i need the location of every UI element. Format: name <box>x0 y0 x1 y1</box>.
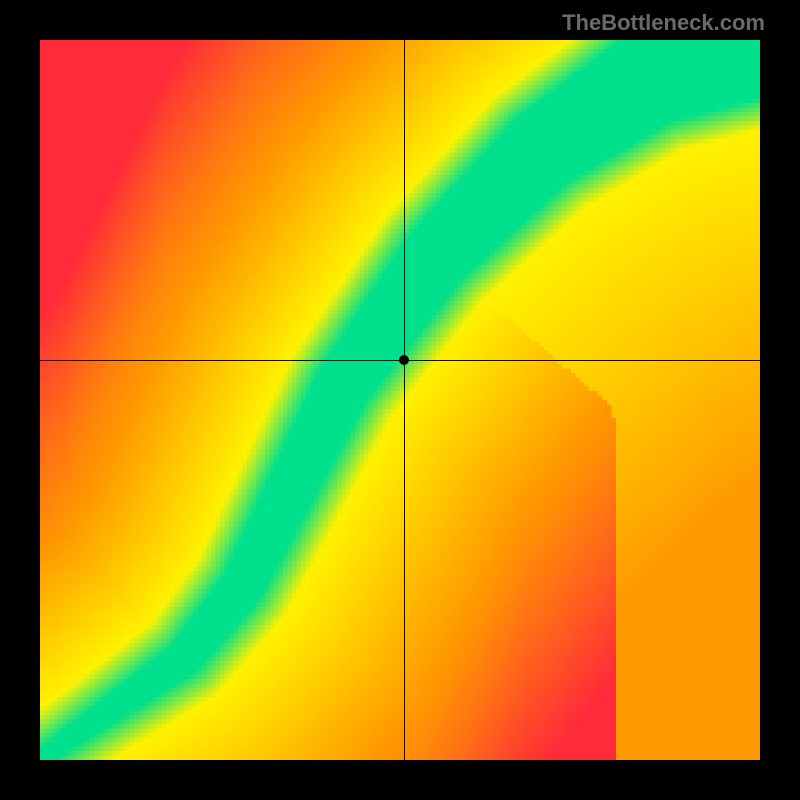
attribution-watermark: TheBottleneck.com <box>562 10 765 36</box>
heatmap-plot <box>40 40 760 760</box>
heatmap-canvas <box>40 40 760 760</box>
crosshair-vertical <box>404 40 405 760</box>
crosshair-marker <box>399 355 409 365</box>
